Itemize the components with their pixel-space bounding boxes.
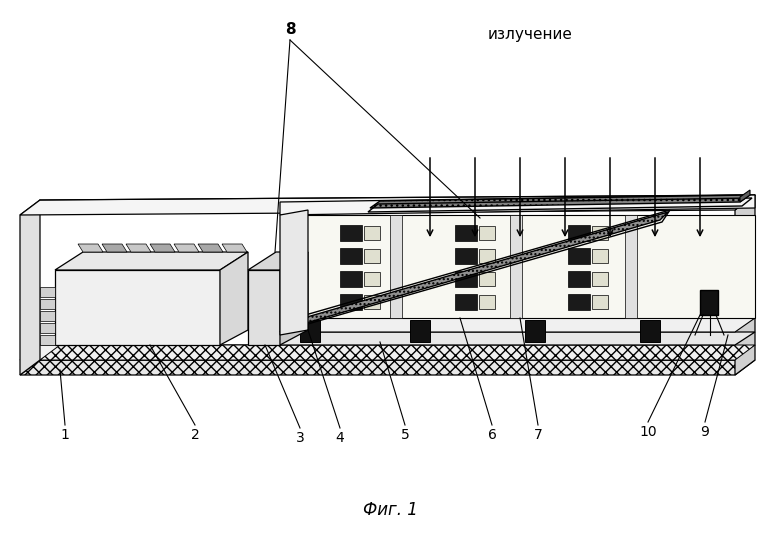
Polygon shape [592, 295, 608, 309]
Polygon shape [220, 252, 248, 345]
Polygon shape [479, 226, 495, 240]
Polygon shape [640, 320, 660, 342]
Polygon shape [40, 299, 55, 309]
Polygon shape [455, 225, 477, 241]
Polygon shape [592, 272, 608, 286]
Polygon shape [78, 244, 103, 252]
Polygon shape [568, 271, 590, 287]
Polygon shape [150, 244, 175, 252]
Polygon shape [364, 295, 380, 309]
Polygon shape [198, 244, 223, 252]
Text: излучение: излучение [488, 27, 573, 42]
Text: 3: 3 [296, 431, 304, 445]
Polygon shape [40, 345, 755, 360]
Polygon shape [340, 248, 362, 264]
Text: Фиг. 1: Фиг. 1 [363, 501, 417, 519]
Polygon shape [700, 290, 718, 315]
Polygon shape [568, 225, 590, 241]
Polygon shape [282, 212, 668, 330]
Polygon shape [364, 249, 380, 263]
Text: 1: 1 [61, 428, 69, 442]
Polygon shape [20, 195, 755, 215]
Polygon shape [265, 318, 755, 332]
Polygon shape [625, 215, 637, 318]
Polygon shape [280, 195, 755, 215]
Polygon shape [479, 295, 495, 309]
Polygon shape [20, 360, 755, 375]
Polygon shape [40, 323, 55, 333]
Polygon shape [390, 215, 402, 318]
Polygon shape [410, 320, 430, 342]
Polygon shape [126, 244, 151, 252]
Polygon shape [340, 294, 362, 310]
Text: 7: 7 [534, 428, 542, 442]
Polygon shape [300, 320, 320, 342]
Polygon shape [280, 252, 308, 345]
Polygon shape [340, 225, 362, 241]
Polygon shape [55, 252, 248, 270]
Text: 2: 2 [190, 428, 200, 442]
Polygon shape [592, 249, 608, 263]
Polygon shape [568, 248, 590, 264]
Text: 8: 8 [285, 23, 296, 37]
Polygon shape [40, 287, 55, 297]
Text: 4: 4 [335, 431, 345, 445]
Polygon shape [265, 332, 755, 345]
Polygon shape [455, 248, 477, 264]
Text: 9: 9 [700, 425, 710, 439]
Polygon shape [40, 311, 55, 321]
Polygon shape [525, 320, 545, 342]
Polygon shape [55, 270, 220, 345]
Polygon shape [479, 272, 495, 286]
Polygon shape [285, 215, 755, 318]
Polygon shape [174, 244, 199, 252]
Polygon shape [370, 195, 750, 208]
Polygon shape [479, 249, 495, 263]
Text: 5: 5 [401, 428, 410, 442]
Polygon shape [364, 272, 380, 286]
Polygon shape [102, 244, 127, 252]
Polygon shape [20, 200, 40, 375]
Polygon shape [222, 244, 247, 252]
Polygon shape [248, 252, 308, 270]
Polygon shape [455, 294, 477, 310]
Polygon shape [280, 210, 308, 335]
Polygon shape [568, 294, 590, 310]
Polygon shape [364, 226, 380, 240]
Polygon shape [40, 335, 55, 345]
Text: 6: 6 [488, 428, 496, 442]
Polygon shape [510, 215, 522, 318]
Polygon shape [455, 271, 477, 287]
Polygon shape [592, 226, 608, 240]
Polygon shape [20, 345, 755, 360]
Polygon shape [248, 270, 280, 345]
Polygon shape [340, 271, 362, 287]
Polygon shape [740, 190, 750, 202]
Text: 10: 10 [639, 425, 657, 439]
Polygon shape [735, 195, 755, 375]
